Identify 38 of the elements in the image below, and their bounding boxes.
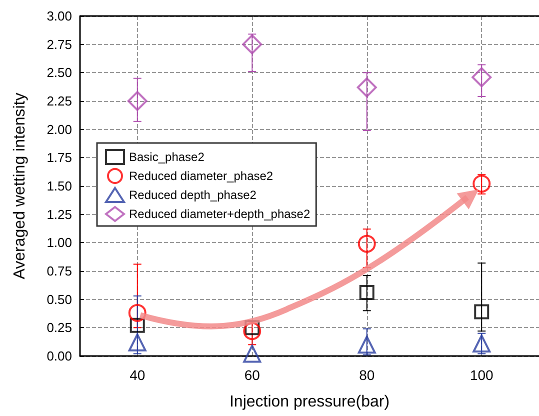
x-tick-label: 40 — [130, 367, 146, 383]
y-axis-title: Averaged wetting intensity — [12, 92, 28, 280]
point — [242, 34, 262, 54]
y-tick-label: 0.00 — [46, 348, 72, 364]
point — [359, 285, 374, 300]
legend-label: Reduced depth_phase2 — [129, 188, 257, 202]
legend-label: Reduced diameter_phase2 — [129, 169, 274, 183]
point — [128, 304, 146, 322]
y-tick-label: 0.25 — [46, 320, 72, 336]
y-tick-label: 2.25 — [46, 94, 72, 108]
y-tick-label: 3.00 — [46, 8, 72, 24]
y-tick-label: 0.50 — [46, 292, 72, 307]
point — [474, 304, 490, 320]
y-tick-label: 1.25 — [46, 206, 72, 222]
x-axis-title: Injection pressure(bar) — [229, 394, 390, 410]
point — [472, 67, 492, 88]
y-tick-label: 2.75 — [46, 36, 72, 52]
point — [130, 318, 145, 333]
point — [128, 333, 146, 352]
x-tick-label: 100 — [470, 367, 494, 383]
x-tick-label: 80 — [359, 367, 375, 383]
y-tick-label: 2.00 — [46, 122, 72, 137]
point — [472, 334, 491, 353]
x-tick-label: 60 — [244, 367, 260, 383]
point — [358, 336, 376, 354]
point — [243, 322, 262, 340]
legend-label: Basic_phase2 — [129, 150, 205, 164]
point — [356, 77, 377, 98]
y-tick-label: 0.75 — [46, 264, 72, 278]
legend-label: Reduced diameter+depth_phase2 — [129, 207, 310, 221]
point — [127, 91, 148, 111]
y-tick-label: 2.50 — [46, 65, 72, 80]
point — [243, 344, 262, 363]
y-tick-label: 1.00 — [46, 235, 72, 250]
y-tick-label: 1.75 — [46, 150, 72, 166]
point — [472, 174, 491, 193]
point — [358, 234, 376, 253]
y-tick-label: 1.50 — [46, 178, 72, 194]
